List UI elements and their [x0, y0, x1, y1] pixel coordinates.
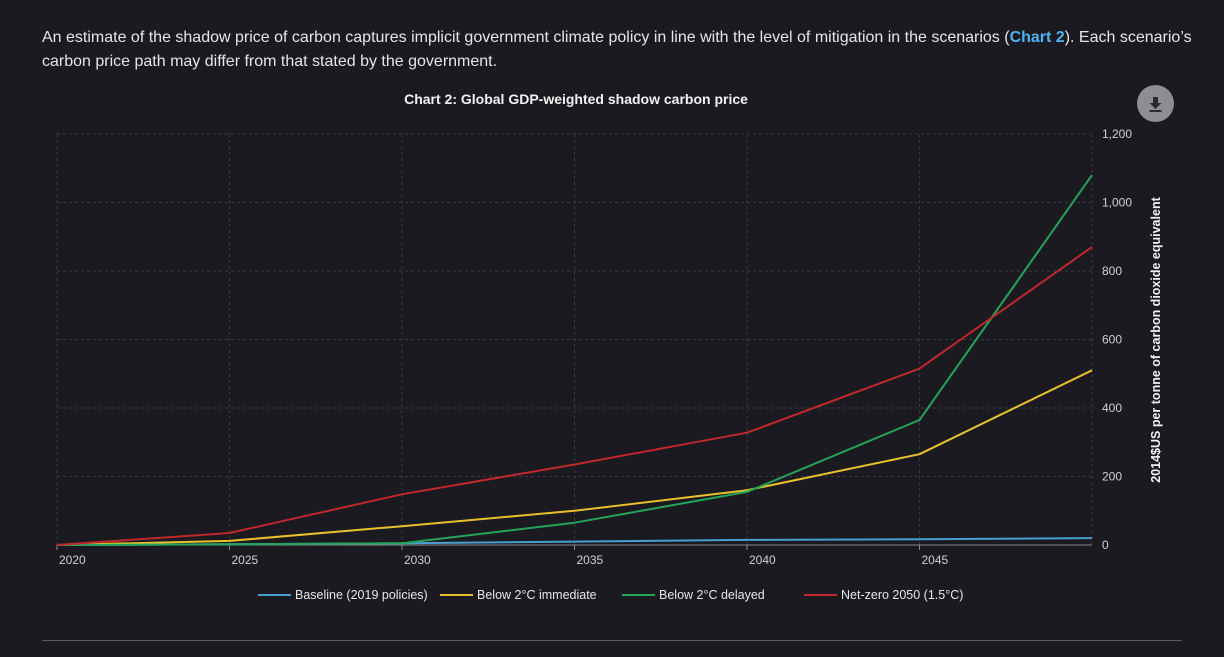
legend-item-0[interactable]: Baseline (2019 policies) [258, 588, 428, 602]
y-tick-label: 600 [1102, 333, 1122, 347]
intro-text-before: An estimate of the shadow price of carbo… [42, 29, 1010, 46]
x-tick-label: 2035 [577, 553, 604, 567]
y-axis-ticks: 0 200 400 600 800 1,000 1,200 [1102, 127, 1132, 552]
y-tick-label: 0 [1102, 538, 1109, 552]
line-chart: 2020 2025 2030 2035 2040 2045 0 200 400 600 800 1,… [56, 127, 1163, 567]
legend-item-1[interactable]: Below 2°C immediate [440, 588, 597, 602]
chart-title: Chart 2: Global GDP-weighted shadow carb… [404, 91, 748, 107]
legend-swatch [258, 594, 291, 596]
y-tick-label: 800 [1102, 264, 1122, 278]
y-tick-label: 1,200 [1102, 127, 1132, 141]
series-line-3[interactable] [56, 246, 1093, 546]
x-tick-label: 2045 [922, 553, 949, 567]
download-button[interactable] [1137, 85, 1174, 122]
y-tick-label: 200 [1102, 470, 1122, 484]
legend-item-3[interactable]: Net-zero 2050 (1.5°C) [804, 588, 963, 602]
chart-2-link[interactable]: Chart 2 [1009, 29, 1065, 46]
legend-swatch [622, 594, 655, 596]
x-tick-label: 2030 [404, 553, 431, 567]
legend-label: Baseline (2019 policies) [295, 588, 428, 602]
legend-label: Net-zero 2050 (1.5°C) [841, 588, 964, 602]
series-line-2[interactable] [56, 174, 1093, 546]
y-tick-label: 400 [1102, 401, 1122, 415]
legend-label: Below 2°C immediate [477, 588, 597, 602]
y-tick-label: 1,000 [1102, 196, 1132, 210]
download-icon [1149, 97, 1162, 112]
section-divider [42, 640, 1182, 641]
x-tick-label: 2025 [232, 553, 259, 567]
chart-series [56, 174, 1093, 546]
y-axis-label: 2014$US per tonne of carbon dioxide equi… [1149, 196, 1163, 482]
x-tick-label: 2040 [749, 553, 776, 567]
legend-item-2[interactable]: Below 2°C delayed [622, 588, 765, 602]
x-axis-ticks: 2020 2025 2030 2035 2040 2045 [59, 553, 949, 567]
legend-swatch [804, 594, 837, 596]
legend-swatch [440, 594, 473, 596]
chart-grid [56, 133, 1093, 550]
intro-text-after: ). Each scenario’s carbon price path may… [42, 29, 1192, 70]
chart-legend: Baseline (2019 policies) Below 2°C immedi… [0, 588, 1224, 608]
intro-paragraph: An estimate of the shadow price of carbo… [42, 26, 1192, 74]
x-tick-label: 2020 [59, 553, 86, 567]
legend-label: Below 2°C delayed [659, 588, 765, 602]
series-line-1[interactable] [56, 369, 1093, 546]
